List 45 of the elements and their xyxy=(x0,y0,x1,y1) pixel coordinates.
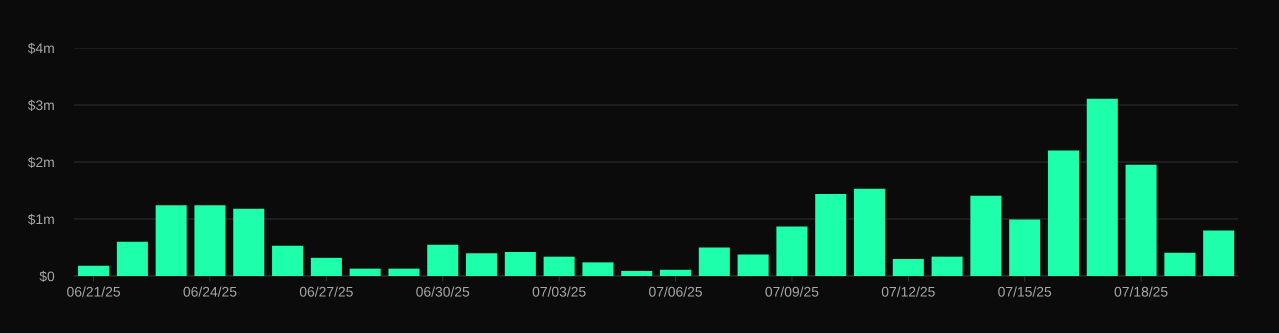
bar xyxy=(155,205,187,277)
bar xyxy=(272,245,304,277)
x-tick-label: 06/21/25 xyxy=(67,286,121,297)
bar xyxy=(1203,230,1235,277)
bar xyxy=(582,262,614,277)
x-tick-label: 07/03/25 xyxy=(532,286,586,297)
bar xyxy=(78,265,110,277)
y-tick-label: $0 xyxy=(39,270,55,283)
bar xyxy=(1164,252,1196,277)
bar xyxy=(543,256,575,277)
bar xyxy=(504,252,536,277)
x-tick-label: 07/18/25 xyxy=(1114,286,1168,297)
bar xyxy=(194,205,226,277)
y-tick-label: $3m xyxy=(27,99,54,111)
bar xyxy=(892,258,924,277)
bar xyxy=(349,268,381,277)
x-tick-label: 06/30/25 xyxy=(416,286,470,297)
bar xyxy=(931,256,963,277)
bar xyxy=(737,254,769,277)
x-tick-label: 06/27/25 xyxy=(299,286,353,297)
bar xyxy=(815,193,847,277)
bar xyxy=(388,268,420,277)
bar xyxy=(1047,150,1080,277)
y-tick-label: $1m xyxy=(27,213,54,226)
x-tick-label: 07/12/25 xyxy=(881,286,935,297)
bar xyxy=(116,241,148,277)
bar xyxy=(466,253,498,277)
bar xyxy=(776,226,808,277)
bar xyxy=(1125,164,1157,277)
x-tick-label: 07/06/25 xyxy=(649,286,702,297)
bar xyxy=(310,257,342,277)
bar xyxy=(621,270,653,277)
bar xyxy=(970,195,1002,277)
bar xyxy=(427,244,459,277)
y-tick-label: $2m xyxy=(27,156,54,168)
bar xyxy=(1086,98,1118,277)
bar xyxy=(1009,219,1041,277)
x-tick-label: 07/15/25 xyxy=(998,286,1052,297)
bar xyxy=(233,208,265,277)
bar xyxy=(698,247,730,277)
y-tick-label: $4m xyxy=(27,42,54,54)
x-tick-label: 06/24/25 xyxy=(183,286,237,297)
bar xyxy=(853,188,886,277)
bar xyxy=(660,269,692,277)
x-tick-label: 07/09/25 xyxy=(765,286,819,297)
